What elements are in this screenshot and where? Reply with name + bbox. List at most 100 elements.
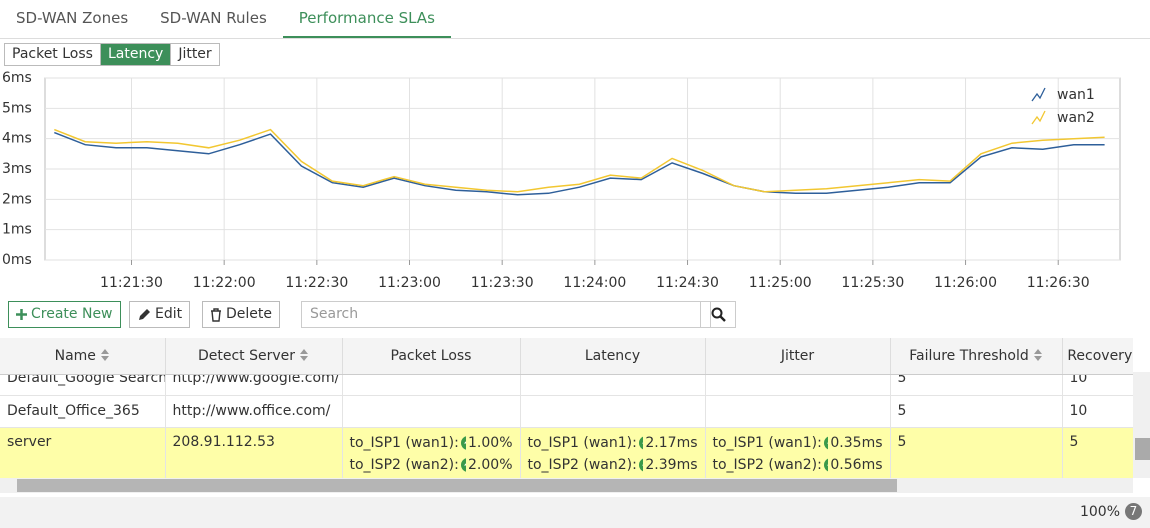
search-button[interactable]: [700, 301, 736, 328]
status-up-icon: [823, 458, 829, 472]
horizontal-thumb[interactable]: [17, 479, 897, 492]
table-row[interactable]: server 208.91.112.53 to_ISP1 (wan1): 1.00% t…: [0, 427, 1133, 478]
x-tick-label: 11:26:30: [1027, 275, 1090, 291]
icon-arrow: [463, 463, 467, 466]
server-cell-text: http://www.office.com/: [172, 403, 331, 419]
metric-line: to_ISP2 (wan2): 2.00%: [350, 454, 513, 476]
icon-circle: [823, 458, 829, 472]
x-tick-label: 11:25:30: [841, 275, 904, 291]
y-tick-label: 4ms: [2, 131, 32, 147]
recovery-cell-text: 10: [1069, 403, 1088, 419]
metric-line: to_ISP1 (wan1): 2.17ms: [528, 432, 698, 454]
sort-arrows: [100, 349, 109, 361]
sla-table: Name Detect Server Packet Loss Latency Jitte…: [0, 338, 1133, 478]
search-input[interactable]: Search: [301, 301, 711, 328]
count-badge: 7: [1125, 503, 1142, 520]
name-cell-text: server: [7, 434, 52, 450]
x-tick-label: 11:24:00: [563, 275, 626, 291]
metric-line: to_ISP1 (wan1): 0.35ms: [713, 432, 883, 454]
legend-label: wan1: [1057, 87, 1095, 103]
metric-link: to_ISP1 (wan1):: [712, 435, 822, 451]
search-placeholder: Search: [310, 306, 359, 322]
column-header[interactable]: Recovery Threshold: [1062, 338, 1133, 375]
column-title: Jitter: [780, 348, 815, 364]
status-up-icon: [460, 458, 467, 472]
icon-circle: [460, 436, 467, 450]
recovery-cell: 10: [1062, 374, 1133, 396]
x-tick-label: 11:23:30: [471, 275, 534, 291]
vertical-scrollbar[interactable]: [1133, 372, 1150, 478]
tab[interactable]: SD-WAN Rules: [160, 9, 267, 27]
name-cell: Default_Google Search: [0, 374, 166, 396]
metric-value: 0.35ms: [830, 435, 883, 451]
y-tick-label: 1ms: [2, 222, 32, 238]
metric-link: to_ISP1 (wan1):: [527, 435, 637, 451]
server-cell: 208.91.112.53: [165, 427, 343, 478]
edit-button[interactable]: Edit: [129, 301, 191, 328]
column-header[interactable]: Packet Loss: [342, 338, 521, 375]
legend-icon: [1031, 110, 1046, 125]
delete-button[interactable]: Delete: [202, 301, 280, 328]
table-row[interactable]: Default_Office_365 http://www.office.com/…: [0, 395, 1133, 428]
create-button[interactable]: Create New: [8, 301, 121, 328]
column-title: Recovery Threshold: [1067, 348, 1133, 364]
metric-button[interactable]: Jitter: [178, 46, 212, 62]
failure-cell-text: 5: [897, 374, 907, 387]
server-cell-text: 208.91.112.53: [172, 434, 275, 450]
zoom-level: 100%: [1079, 504, 1120, 520]
metric-line: to_ISP2 (wan2): 2.39ms: [528, 454, 698, 476]
recovery-cell-text: 5: [1069, 434, 1079, 450]
server-cell-text: http://www.google.com/: [172, 374, 340, 387]
name-cell-text: Default_Google Search: [7, 374, 165, 387]
icon-arrow: [641, 463, 644, 466]
packet-loss-cell: [342, 374, 521, 396]
column-title: Name: [54, 348, 96, 364]
x-tick-label: 11:24:30: [656, 275, 719, 291]
vertical-thumb[interactable]: [1135, 438, 1150, 460]
search-icon: [711, 307, 726, 322]
column-header[interactable]: Latency: [520, 338, 706, 375]
x-tick-label: 11:23:00: [378, 275, 441, 291]
jitter-cell: [705, 395, 891, 428]
metric-line: to_ISP1 (wan1): 1.00%: [350, 432, 513, 454]
y-tick-label: 3ms: [2, 161, 32, 177]
recovery-cell: 10: [1062, 395, 1133, 428]
metric-switch: Packet Loss Latency Jitter: [4, 43, 220, 66]
name-cell: Default_Office_365: [0, 395, 166, 428]
metric-line: to_ISP2 (wan2): 0.56ms: [713, 454, 883, 476]
column-title: Packet Loss: [390, 348, 472, 364]
y-tick-label: 6ms: [2, 70, 32, 86]
metric-value: 2.17ms: [645, 435, 698, 451]
latency-cell: [520, 374, 706, 396]
table-row[interactable]: Default_Google Search http://www.google.c…: [0, 374, 1133, 396]
status-up-icon: [823, 436, 829, 450]
metric-link: to_ISP2 (wan2):: [527, 457, 637, 473]
icon-circle: [460, 458, 467, 472]
column-header[interactable]: Jitter: [705, 338, 891, 375]
column-header[interactable]: Detect Server: [165, 338, 343, 375]
failure-cell-text: 5: [897, 434, 907, 450]
table-body: Default_Google Search http://www.google.c…: [0, 374, 1133, 478]
header-row: Name Detect Server Packet Loss Latency Jitte…: [0, 338, 1133, 375]
metric-button[interactable]: Packet Loss: [5, 44, 101, 65]
series-line: [54, 131, 1105, 196]
x-tick-label: 11:22:30: [285, 275, 348, 291]
column-header[interactable]: Name: [0, 338, 166, 375]
latency-cell: [520, 395, 706, 428]
recovery-cell: 5: [1062, 427, 1133, 478]
chart: 0ms 1ms 2ms 3ms 4ms 5ms 6ms 11:21:30 11:22:00 11:…: [2, 70, 1121, 291]
failure-cell: 5: [890, 374, 1063, 396]
icon-arrow: [641, 441, 644, 444]
y-tick-label: 2ms: [2, 191, 32, 207]
server-cell: http://www.office.com/: [165, 395, 343, 428]
metric-button[interactable]: Latency: [100, 44, 172, 65]
sort-arrows: [1033, 349, 1042, 361]
x-tick-label: 11:22:00: [193, 275, 256, 291]
column-title: Failure Threshold: [909, 348, 1029, 364]
packet-loss-cell: to_ISP1 (wan1): 1.00% to_ISP2 (wan2): 2.00%: [342, 427, 521, 478]
tab[interactable]: Performance SLAs: [282, 0, 451, 38]
column-header[interactable]: Failure Threshold: [890, 338, 1063, 375]
tab[interactable]: SD-WAN Zones: [16, 9, 129, 27]
metric-link: to_ISP2 (wan2):: [349, 457, 459, 473]
